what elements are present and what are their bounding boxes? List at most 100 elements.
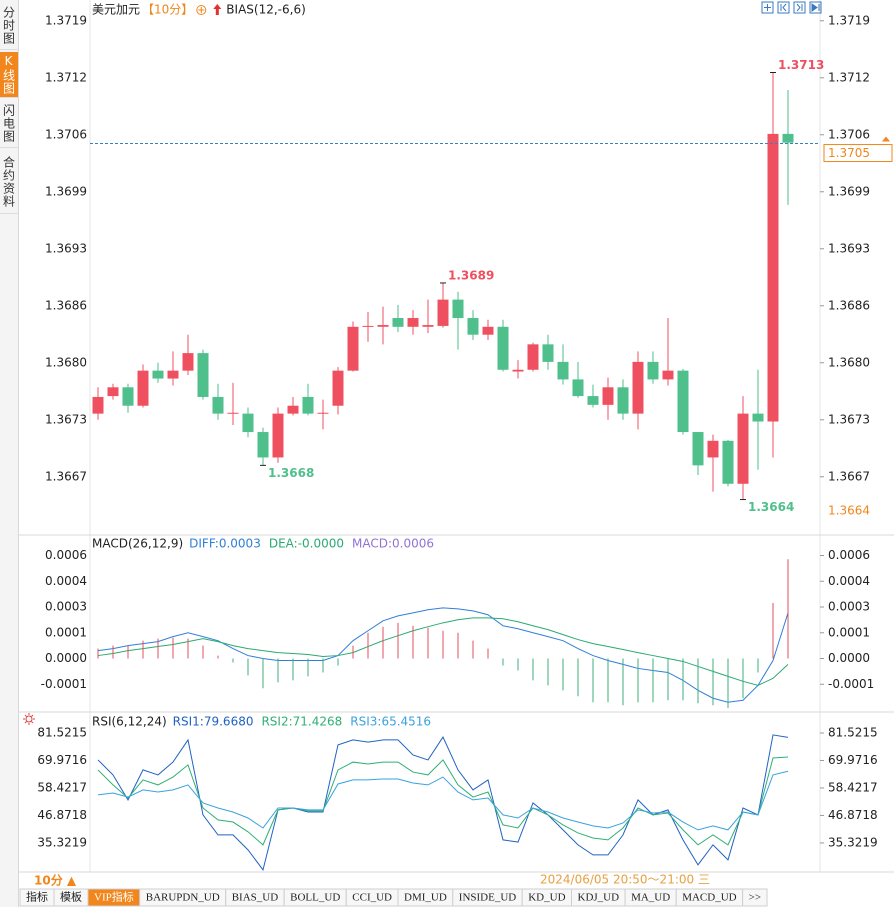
candle-body [512,369,524,372]
y-tick-label: 1.3719 [828,13,870,27]
tab-label[interactable]: KD_UD [528,892,565,904]
y-tick-label: 0.0003 [828,600,870,614]
y-tick-label: 81.5215 [828,725,878,739]
y-tick-label: 69.9716 [37,753,87,767]
candle-body [332,370,344,406]
tab[interactable]: >> [742,888,768,907]
tab-label[interactable]: 模板 [60,890,82,904]
side-tab[interactable]: 分时图 [0,2,18,50]
candle-body [422,325,434,327]
candle-body [212,396,224,414]
candle-body [392,318,404,327]
y-tick-label: 0.0006 [828,548,870,562]
icon[interactable] [777,1,790,14]
icon[interactable] [809,1,822,14]
tab[interactable]: MACD_UD [675,888,744,907]
icon[interactable] [793,1,806,14]
y-tick-label: 46.8718 [37,808,87,822]
y-tick-label: 46.8718 [828,808,878,822]
tab-label[interactable]: KDJ_UD [578,892,620,904]
y-tick-label: 1.3699 [45,184,87,198]
tab[interactable]: 指标 [19,888,55,907]
tab[interactable]: VIP指标 [87,888,141,907]
y-tick-label: 1.3680 [45,355,87,369]
tab-label[interactable]: 指标 [26,890,48,904]
rsi-icon[interactable] [23,713,35,725]
side-tab[interactable]: K线图 [0,52,18,98]
side-tab[interactable]: 合约资料 [0,150,18,214]
tab-label[interactable]: DMI_UD [404,892,447,904]
candle-body [707,440,719,458]
tab[interactable]: BIAS_UD [225,888,285,907]
y-tick-label: 0.0006 [45,548,87,562]
toolbar-icons[interactable] [761,1,822,14]
y-tick-label: 69.9716 [828,753,878,767]
side-tab[interactable]: 闪电图 [0,100,18,148]
pane-title: MACD(26,12,9) [92,537,183,551]
candle-body [497,326,509,370]
y-tick-label: 1.3699 [828,184,870,198]
icon[interactable] [761,1,774,14]
last-price-label: 1.3705 [828,146,870,160]
y-tick-label: 1.3712 [828,70,870,84]
tab[interactable]: 模板 [53,888,89,907]
y-tick-label: 1.3680 [828,355,870,369]
tab[interactable]: BOLL_UD [283,888,347,907]
y-tick-label: 58.4217 [37,780,87,794]
tab-label[interactable]: BOLL_UD [290,892,340,904]
footer-period[interactable]: 10分 ▲ [34,873,77,888]
tab-label[interactable]: >> [749,892,761,904]
icon[interactable] [196,5,207,15]
candle-body [467,318,479,335]
y-tick-label: 1.3719 [45,13,87,27]
y-tick-label: 35.3219 [828,835,878,849]
y-tick-label: 58.4217 [828,780,878,794]
candle-body [437,299,449,326]
candle-body [632,361,644,414]
icon[interactable] [213,4,222,15]
rsi-line [97,734,789,871]
tab[interactable]: BARUPDN_UD [139,888,227,907]
candle-body [122,387,134,406]
tab[interactable]: INSIDE_UD [452,888,523,907]
y-tick-label: 1.3693 [45,241,87,255]
legend-entry: RSI1:79.6680 [173,715,254,729]
candle-body [227,412,239,414]
candle-body [482,326,494,335]
candle-body [272,413,284,458]
candle-body [107,387,119,397]
y-tick-label: 0.0001 [828,625,870,639]
candle-body [92,396,104,414]
tab-label[interactable]: MA_UD [631,892,670,904]
y-tick-label: 0.0004 [45,574,87,588]
tab[interactable]: KD_UD [521,888,573,907]
candle-body [197,353,209,397]
tab[interactable]: DMI_UD [397,888,454,907]
tab[interactable]: CCI_UD [345,888,399,907]
rsi-line [97,756,789,846]
footer-time: 2024/06/05 20:50～21:00 三 [540,873,710,887]
tab-bg[interactable] [742,888,768,907]
tab-label[interactable]: BARUPDN_UD [146,892,220,904]
tab[interactable]: MA_UD [624,888,677,907]
annotation-label: 1.3689 [448,268,494,282]
tab-label[interactable]: MACD_UD [682,892,736,904]
tab-label[interactable]: CCI_UD [352,892,392,904]
candle-body [617,387,629,414]
tab[interactable]: KDJ_UD [571,888,626,907]
candle-body [527,344,539,370]
tab-label[interactable]: INSIDE_UD [459,892,516,904]
y-tick-label: 0.0000 [45,651,87,665]
tab-label[interactable]: BIAS_UD [232,892,279,904]
candle-body [257,432,269,458]
candle-body [572,379,584,397]
tab-label[interactable]: VIP指标 [94,890,134,904]
candle-body [407,318,419,327]
candle-body [767,133,779,422]
y-tick-label: 81.5215 [37,725,87,739]
icon [25,715,33,723]
indicator: BIAS(12,-6,6) [226,3,305,17]
sidebar: 分时图 K线图闪电图合约资料 [0,0,19,907]
icon [764,4,771,11]
